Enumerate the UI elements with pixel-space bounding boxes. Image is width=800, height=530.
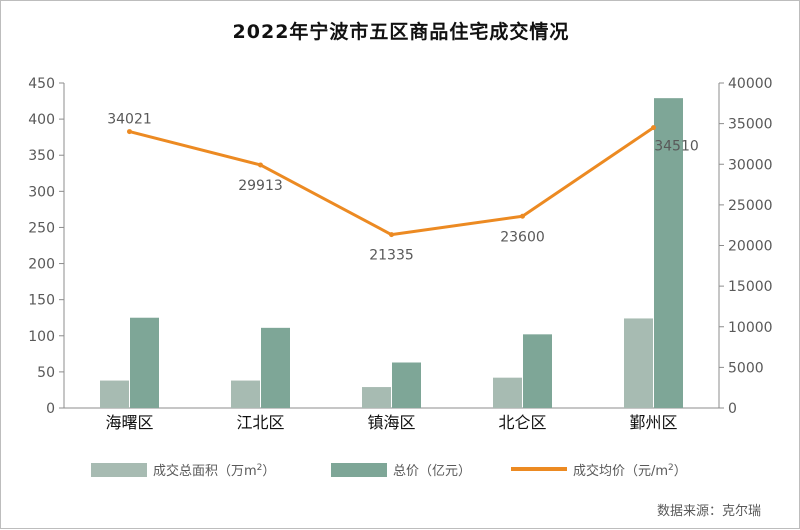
bar-total-price	[392, 362, 421, 408]
right-tick-label: 15000	[728, 279, 773, 295]
left-tick-label: 450	[28, 76, 55, 92]
category-label: 鄞州区	[629, 413, 677, 432]
bar-total-price	[261, 327, 290, 408]
axes-layer: 0 50 100 150 200 250 300 350 400 450 0 5000 10000 150…	[28, 76, 772, 432]
left-tick-label: 0	[46, 401, 55, 417]
legend-swatch-area	[91, 463, 147, 477]
bar-total-price	[523, 334, 552, 408]
avg-price-data-label: 23600	[500, 229, 545, 245]
bar-area	[362, 387, 391, 408]
left-tick-label: 350	[28, 148, 55, 164]
left-tick-label: 150	[28, 293, 55, 309]
category-label: 江北区	[236, 413, 284, 432]
left-tick-label: 50	[37, 365, 55, 381]
source-note: 数据来源：克尔瑞	[657, 504, 761, 519]
bars-layer	[100, 98, 683, 409]
left-tick-label: 300	[28, 184, 55, 200]
avg-price-data-label: 21335	[369, 248, 414, 264]
avg-price-point	[520, 213, 525, 219]
legend-label: 成交均价（元/m2）	[573, 463, 687, 479]
avg-price-point	[389, 232, 394, 238]
left-tick-label: 100	[28, 329, 55, 345]
right-tick-label: 40000	[728, 76, 773, 92]
category-label: 镇海区	[367, 413, 415, 432]
legend-swatch-avg-price	[511, 467, 567, 471]
bar-area	[231, 380, 260, 408]
left-tick-label: 200	[28, 257, 55, 273]
chart-title: 2022年宁波市五区商品住宅成交情况	[233, 20, 570, 43]
bar-area	[493, 377, 522, 408]
right-tick-label: 0	[728, 401, 737, 417]
left-tick-label: 250	[28, 220, 55, 236]
line-layer: 34021 29913 21335 23600 34510	[107, 112, 699, 264]
bar-area	[624, 318, 653, 408]
legend-swatch-total-price	[331, 463, 387, 477]
avg-price-point	[258, 162, 263, 168]
right-tick-label: 10000	[728, 320, 773, 336]
legend: 成交总面积（万m2） 总价（亿元） 成交均价（元/m2）	[91, 463, 687, 479]
category-label: 海曙区	[105, 413, 153, 432]
right-tick-label: 30000	[728, 157, 773, 173]
bar-area	[100, 380, 129, 408]
avg-price-data-label: 34510	[654, 139, 699, 155]
bar-total-price	[654, 98, 683, 409]
left-tick-label: 400	[28, 112, 55, 128]
right-tick-label: 5000	[728, 360, 764, 376]
legend-label: 成交总面积（万m2）	[153, 463, 275, 479]
avg-price-point	[651, 125, 656, 131]
right-tick-label: 20000	[728, 239, 773, 255]
bar-total-price	[130, 317, 159, 408]
right-tick-label: 35000	[728, 117, 773, 133]
right-tick-label: 25000	[728, 198, 773, 214]
avg-price-point	[127, 129, 132, 135]
legend-label: 总价（亿元）	[393, 464, 471, 479]
avg-price-data-label: 34021	[107, 112, 152, 128]
avg-price-data-label: 29913	[238, 178, 283, 194]
avg-price-line	[129, 126, 655, 237]
category-label: 北仑区	[498, 413, 546, 432]
